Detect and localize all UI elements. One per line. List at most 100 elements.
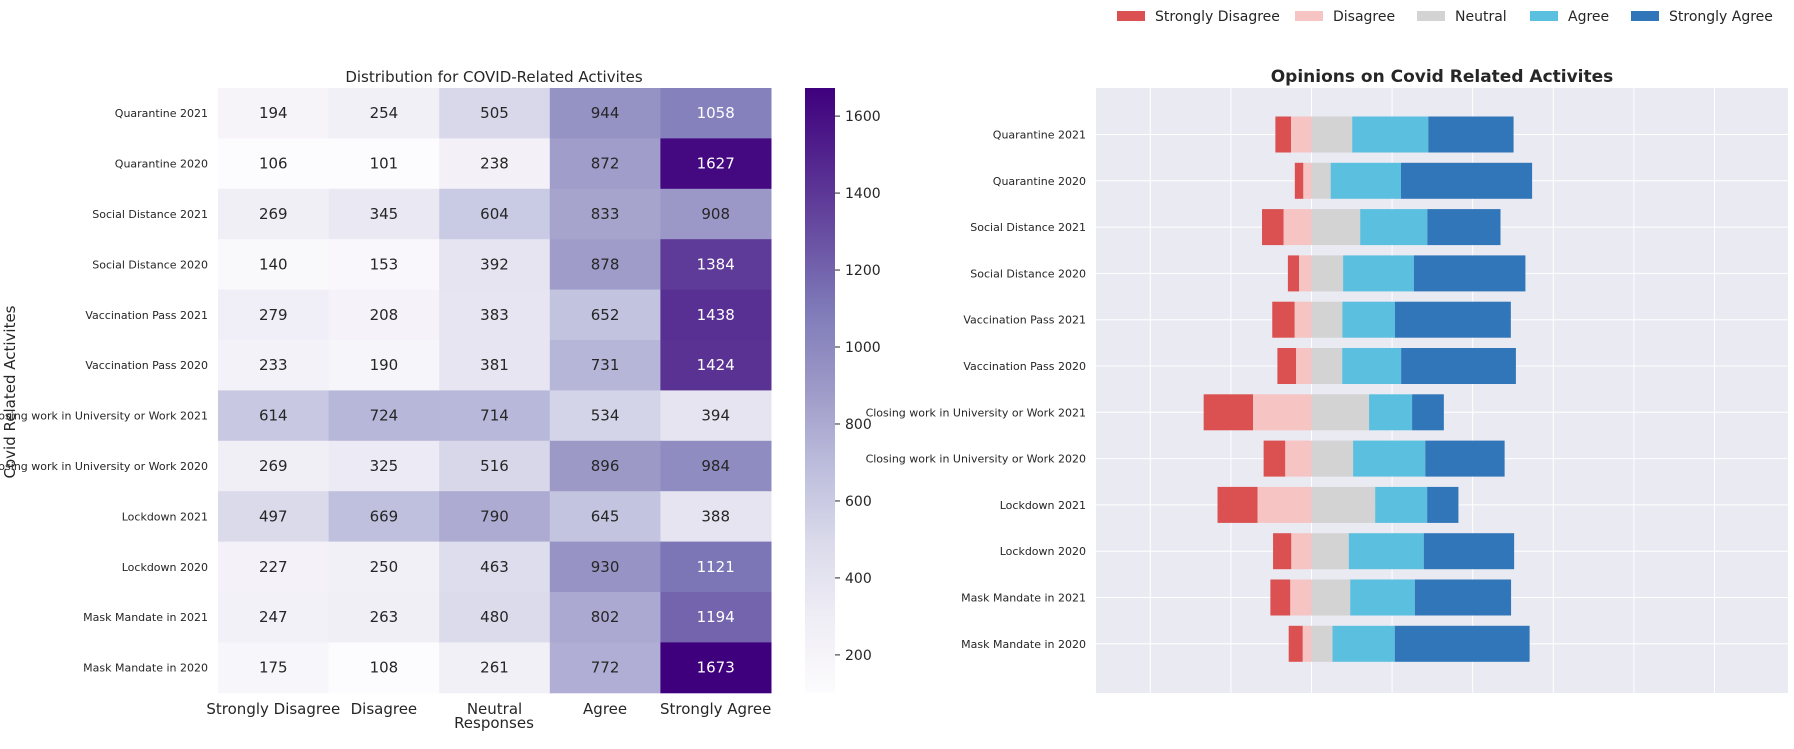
- heatmap-cell: [218, 541, 330, 593]
- heatmap-cell: [660, 138, 772, 190]
- legend-label: Neutral: [1455, 9, 1507, 25]
- heatmap-cell-value: 645: [591, 507, 620, 525]
- bar-segment-neutral: [1311, 116, 1353, 153]
- bar-segment-strongly-disagree: [1288, 625, 1303, 662]
- heatmap-cell-value: 269: [259, 205, 288, 223]
- bar-segment-strongly-disagree: [1273, 533, 1292, 570]
- legend-label: Disagree: [1333, 9, 1395, 25]
- heatmap-cell: [218, 390, 330, 442]
- heatmap-cell: [439, 138, 551, 190]
- heatmap-cell-value: 269: [259, 457, 288, 475]
- heatmap-cell: [660, 592, 772, 643]
- bar-segment-strongly-disagree: [1270, 579, 1291, 616]
- heatmap-cell: [218, 239, 330, 291]
- bar-segment-agree: [1369, 394, 1413, 431]
- heatmap-cell: [328, 541, 440, 593]
- legend-label: Agree: [1568, 9, 1609, 25]
- bar-segment-disagree: [1285, 440, 1312, 477]
- bar-segment-neutral: [1311, 209, 1361, 246]
- bar-segment-neutral: [1311, 255, 1344, 292]
- heatmap-cell-value: 790: [480, 507, 509, 525]
- heatmap-cell: [660, 88, 772, 139]
- heatmap-column-label: Neutral: [467, 700, 522, 718]
- heatmap-cell-value: 175: [259, 659, 288, 677]
- colorbar-tick-label: 600: [845, 494, 872, 510]
- heatmap-cell-value: 238: [480, 155, 509, 173]
- heatmap-cell: [549, 188, 661, 240]
- bar-segment-disagree: [1291, 116, 1312, 153]
- heatmap-cell-value: 247: [259, 608, 288, 626]
- heatmap-cell: [439, 592, 551, 643]
- legend-swatch-strongly-disagree: [1117, 11, 1145, 21]
- heatmap-cell-value: 833: [591, 205, 620, 223]
- heatmap-cell-value: 108: [370, 659, 399, 677]
- heatmap-cell-value: 1673: [697, 659, 735, 677]
- bar-segment-strongly-disagree: [1287, 255, 1300, 292]
- heatmap-row-label: Lockdown 2021: [122, 510, 208, 523]
- bar-row-label: Quarantine 2020: [993, 175, 1086, 188]
- heatmap-cell-value: 731: [591, 356, 620, 374]
- heatmap-cell: [218, 491, 330, 543]
- heatmap-cell-value: 227: [259, 558, 288, 576]
- heatmap-cell: [549, 88, 661, 139]
- bar-segments: [1203, 116, 1533, 662]
- heatmap-cell: [549, 138, 661, 190]
- heatmap-cell-value: 101: [370, 155, 399, 173]
- bar-row-label: Vaccination Pass 2021: [963, 314, 1086, 327]
- heatmap-row-label: Closing work in University or Work 2020: [0, 460, 208, 473]
- heatmap-row-label: Vaccination Pass 2021: [85, 309, 208, 322]
- bar-row-label: Closing work in University or Work 2020: [866, 453, 1086, 466]
- bar-segment-neutral: [1311, 394, 1370, 431]
- heatmap-cell-value: 604: [480, 205, 509, 223]
- bar-segment-strongly-disagree: [1217, 486, 1258, 523]
- bar-row-label: Social Distance 2020: [970, 267, 1086, 280]
- heatmap-ylabel: Covid Related Activites: [1, 305, 19, 478]
- legend-swatch-neutral: [1417, 11, 1445, 21]
- heatmap-cell-value: 345: [370, 205, 399, 223]
- heatmap-cell: [328, 88, 440, 139]
- bar-row-label: Quarantine 2021: [993, 129, 1086, 142]
- bar-row-label: Lockdown 2020: [1000, 545, 1086, 558]
- bar-segment-agree: [1330, 162, 1401, 199]
- bar-segment-disagree: [1303, 162, 1312, 199]
- heatmap-cell-value: 497: [259, 507, 288, 525]
- heatmap-cell-value: 106: [259, 155, 288, 173]
- heatmap-cell-value: 463: [480, 558, 509, 576]
- bar-segment-disagree: [1290, 579, 1312, 616]
- heatmap-column-label: Agree: [583, 700, 627, 718]
- bar-segment-neutral: [1311, 486, 1376, 523]
- bar-segment-agree: [1343, 255, 1414, 292]
- heatmap-cell-value: 394: [701, 407, 730, 425]
- legend-label: Strongly Agree: [1669, 9, 1773, 25]
- heatmap-cell: [660, 289, 772, 341]
- heatmap-cell: [549, 541, 661, 593]
- heatmap-xlabel: Responses: [454, 714, 534, 732]
- heatmap-row-label: Closing work in University or Work 2021: [0, 410, 208, 423]
- heatmap-cell: [328, 289, 440, 341]
- heatmap-cell-value: 930: [591, 558, 620, 576]
- heatmap-cell-value: 254: [370, 104, 399, 122]
- heatmap-cell: [328, 491, 440, 543]
- heatmap-cell: [218, 642, 330, 694]
- bar-segment-disagree: [1291, 533, 1312, 570]
- heatmap-cell: [439, 390, 551, 442]
- heatmap-cell-value: 1194: [697, 608, 735, 626]
- heatmap-cell-value: 1058: [697, 104, 735, 122]
- bar-segment-strongly-agree: [1394, 301, 1511, 338]
- heatmap-cell-value: 724: [370, 407, 399, 425]
- heatmap-cell: [549, 440, 661, 492]
- heatmap-cell-value: 1627: [697, 155, 735, 173]
- bar-segment-strongly-disagree: [1262, 209, 1284, 246]
- bar-segment-neutral: [1311, 348, 1343, 384]
- bar-row-label: Lockdown 2021: [1000, 499, 1086, 512]
- heatmap-column-label: Strongly Disagree: [206, 700, 340, 718]
- heatmap-cell: [328, 592, 440, 643]
- heatmap-cell: [660, 642, 772, 694]
- legend-label: Strongly Disagree: [1155, 9, 1280, 25]
- heatmap-cell-value: 279: [259, 306, 288, 324]
- heatmap-cell-value: 984: [701, 457, 730, 475]
- heatmap-row-label: Social Distance 2020: [92, 258, 208, 271]
- heatmap-cell-value: 534: [591, 407, 620, 425]
- heatmap-cell: [549, 390, 661, 442]
- bar-segment-neutral: [1311, 301, 1343, 338]
